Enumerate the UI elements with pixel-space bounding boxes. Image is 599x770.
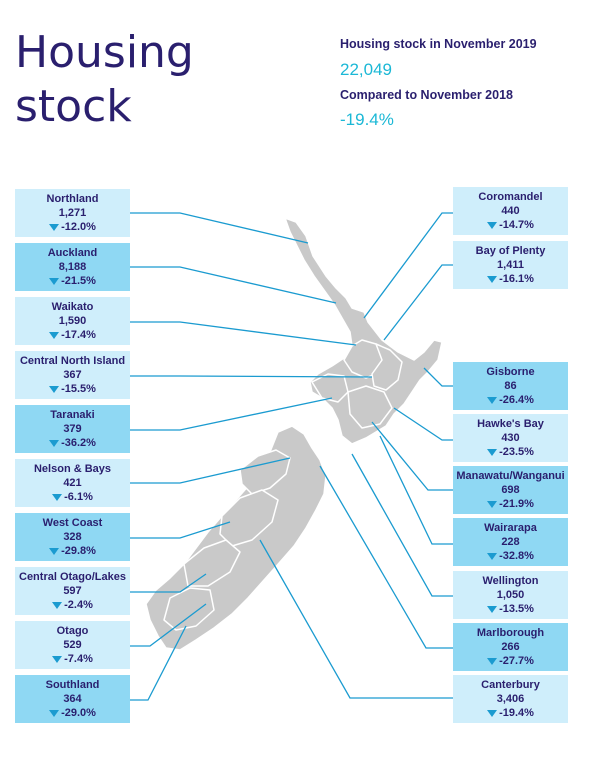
region-wellington: Wellington 1,050 -13.5% bbox=[453, 571, 568, 619]
region-wairarapa: Wairarapa 228 -32.8% bbox=[453, 518, 568, 566]
leader-line-west-coast bbox=[130, 521, 231, 539]
title-line-1: Housing bbox=[15, 27, 194, 78]
region-manawatu-wanganui: Manawatu/Wanganui 698 -21.9% bbox=[453, 466, 568, 514]
stock-value: 22,049 bbox=[340, 60, 392, 79]
triangle-down-icon bbox=[49, 332, 60, 339]
triangle-down-icon bbox=[487, 449, 498, 456]
triangle-down-icon bbox=[487, 553, 498, 560]
leader-line-central-north-island bbox=[130, 375, 373, 378]
region-waikato: Waikato 1,590 -17.4% bbox=[15, 297, 130, 345]
region-hawkes-bay: Hawke's Bay 430 -23.5% bbox=[453, 414, 568, 462]
region-central-north-island: Central North Island 367 -15.5% bbox=[15, 351, 130, 399]
leader-line-central-otago bbox=[130, 573, 207, 593]
region-northland: Northland 1,271 -12.0% bbox=[15, 189, 130, 237]
triangle-down-icon bbox=[49, 224, 60, 231]
triangle-down-icon bbox=[52, 494, 63, 501]
leader-line-gisborne bbox=[423, 367, 455, 387]
region-otago: Otago 529 -7.4% bbox=[15, 621, 130, 669]
triangle-down-icon bbox=[49, 710, 60, 717]
leader-line-hawkes-bay bbox=[393, 407, 455, 441]
title-line-2: stock bbox=[15, 81, 132, 132]
region-gisborne: Gisborne 86 -26.4% bbox=[453, 362, 568, 410]
triangle-down-icon bbox=[52, 656, 63, 663]
triangle-down-icon bbox=[487, 658, 498, 665]
region-nelson-bays: Nelson & Bays 421 -6.1% bbox=[15, 459, 130, 507]
triangle-down-icon bbox=[49, 440, 60, 447]
region-central-otago-lakes: Central Otago/Lakes 597 -2.4% bbox=[15, 567, 130, 615]
triangle-down-icon bbox=[487, 397, 498, 404]
compare-label: Compared to November 2018 bbox=[340, 88, 513, 102]
region-west-coast: West Coast 328 -29.8% bbox=[15, 513, 130, 561]
leader-line-wairarapa bbox=[379, 435, 455, 545]
page-title: Housing stock bbox=[15, 26, 194, 134]
leader-line-marlborough bbox=[319, 465, 455, 649]
region-taranaki: Taranaki 379 -36.2% bbox=[15, 405, 130, 453]
triangle-down-icon bbox=[487, 501, 498, 508]
region-marlborough: Marlborough 266 -27.7% bbox=[453, 623, 568, 671]
leader-line-nelson-bays bbox=[130, 457, 291, 484]
leader-line-manawatu bbox=[371, 421, 455, 491]
south-island-map bbox=[145, 425, 327, 651]
region-bay-of-plenty: Bay of Plenty 1,411 -16.1% bbox=[453, 241, 568, 289]
leader-line-coromandel bbox=[363, 212, 455, 319]
compare-value: -19.4% bbox=[340, 110, 394, 129]
leader-line-waikato bbox=[130, 321, 357, 346]
leader-line-taranaki bbox=[130, 397, 333, 431]
leader-line-northland bbox=[130, 212, 309, 244]
leader-line-otago bbox=[130, 603, 207, 647]
leader-lines bbox=[130, 212, 455, 701]
region-coromandel: Coromandel 440 -14.7% bbox=[453, 187, 568, 235]
leader-line-wellington bbox=[351, 453, 455, 597]
leader-line-southland bbox=[130, 625, 187, 701]
triangle-down-icon bbox=[487, 606, 498, 613]
triangle-down-icon bbox=[487, 710, 498, 717]
leader-line-canterbury bbox=[259, 539, 455, 699]
region-auckland: Auckland 8,188 -21.5% bbox=[15, 243, 130, 291]
triangle-down-icon bbox=[487, 222, 498, 229]
stock-label: Housing stock in November 2019 bbox=[340, 37, 537, 51]
region-canterbury: Canterbury 3,406 -19.4% bbox=[453, 675, 568, 723]
leader-line-auckland bbox=[130, 266, 337, 304]
north-island-map bbox=[284, 217, 443, 445]
triangle-down-icon bbox=[52, 602, 63, 609]
triangle-down-icon bbox=[49, 386, 60, 393]
triangle-down-icon bbox=[487, 276, 498, 283]
region-southland: Southland 364 -29.0% bbox=[15, 675, 130, 723]
triangle-down-icon bbox=[49, 278, 60, 285]
leader-line-bay-of-plenty bbox=[383, 264, 455, 341]
triangle-down-icon bbox=[49, 548, 60, 555]
